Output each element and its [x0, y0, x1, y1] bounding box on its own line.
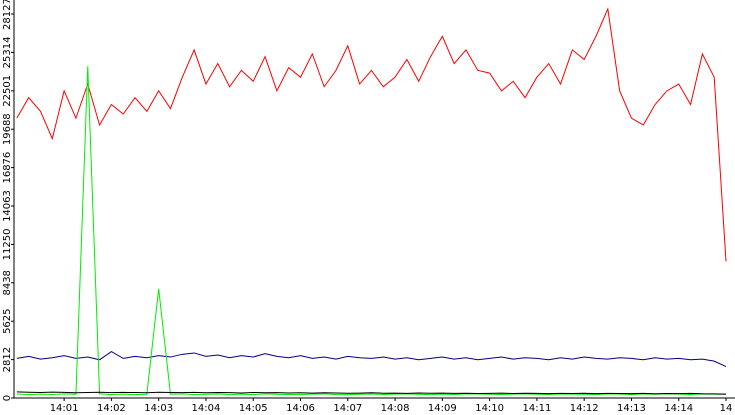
x-tick-label: 14:06	[286, 403, 315, 414]
x-tick-label: 14:01	[50, 403, 79, 414]
y-tick-label: 8438	[2, 270, 13, 295]
plot-area	[16, 7, 727, 396]
x-tick-label: 14:14	[664, 403, 693, 414]
y-tick-label: 5625	[2, 308, 13, 333]
y-tick-label: 16876	[2, 152, 13, 184]
y-tick-label: 22501	[2, 75, 13, 107]
x-tick-label: 14:03	[144, 403, 173, 414]
x-tick-label: 14:10	[475, 403, 504, 414]
series-line	[16, 350, 727, 368]
y-tick-label: 0	[2, 395, 13, 401]
x-tick-label: 14:09	[428, 403, 457, 414]
x-tick-label: 14:08	[381, 403, 410, 414]
series-line	[16, 66, 727, 396]
y-tick-label: 25314	[2, 37, 13, 69]
y-tick-label: 19688	[2, 113, 13, 145]
x-tick-label: 14	[720, 403, 733, 414]
x-tick-label: 14:04	[192, 403, 221, 414]
y-tick-label: 2812	[2, 347, 13, 372]
x-tick-label: 14:12	[570, 403, 599, 414]
x-tick-label: 14:05	[239, 403, 268, 414]
y-tick-label: 14063	[2, 190, 13, 222]
x-tick-label: 14:02	[97, 403, 126, 414]
series-line	[16, 391, 727, 395]
x-tick-label: 14:13	[617, 403, 646, 414]
y-tick-label: 11250	[2, 229, 13, 261]
x-tick-label: 14:11	[522, 403, 551, 414]
x-tick-label: 14:07	[333, 403, 362, 414]
y-tick-label: 28127	[2, 0, 13, 30]
series-line	[16, 7, 727, 262]
